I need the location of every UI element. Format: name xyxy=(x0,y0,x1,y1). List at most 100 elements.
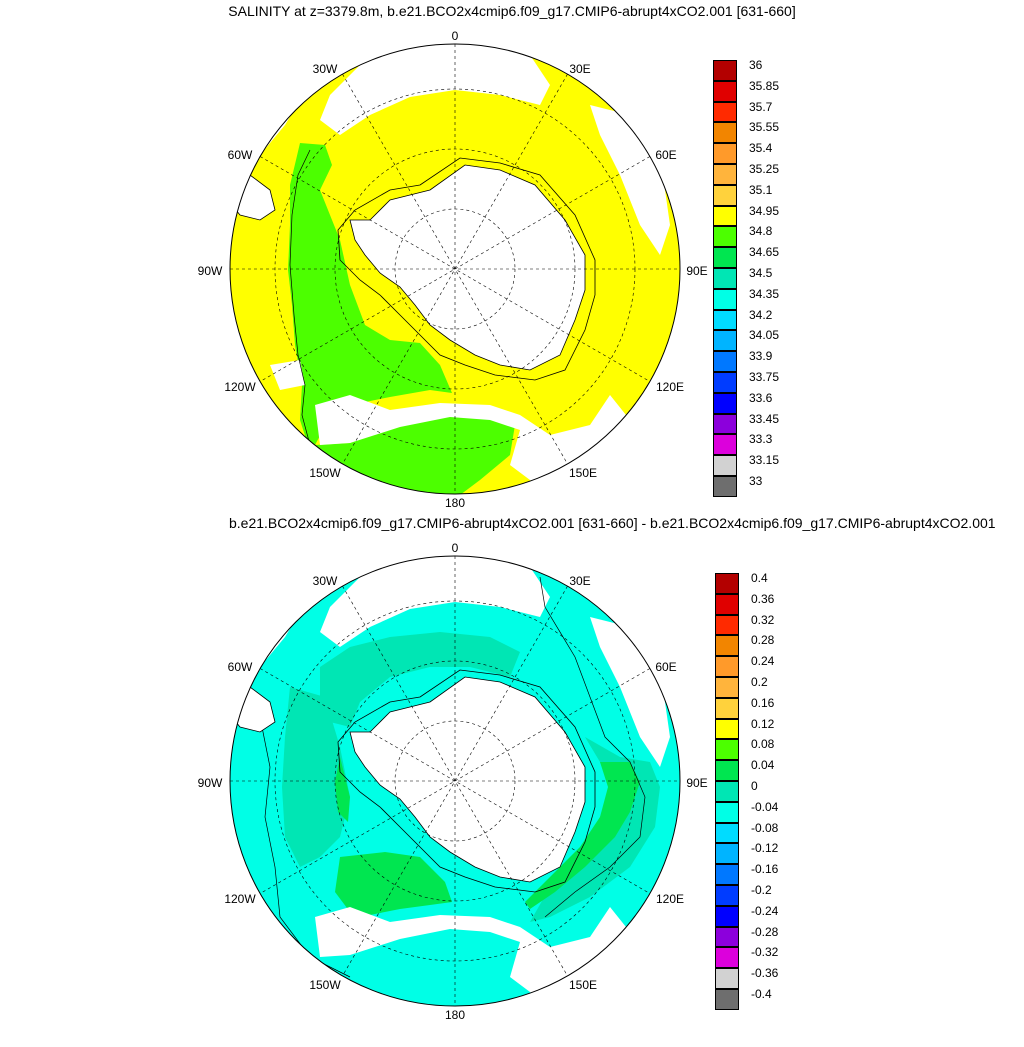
colorbar-swatch xyxy=(715,739,739,761)
colorbar-tick-label: 0.12 xyxy=(751,716,775,731)
colorbar-tick-label: -0.08 xyxy=(751,820,779,835)
colorbar-tick-label: 0 xyxy=(751,779,758,793)
colorbar-tick-label: 0.16 xyxy=(751,695,775,710)
colorbar-tick-label: -0.24 xyxy=(751,903,779,918)
lon-label-180: 180 xyxy=(445,1008,465,1022)
colorbar-swatch xyxy=(715,718,739,740)
colorbar-tick-label: 0.4 xyxy=(751,571,768,585)
colorbar-swatch xyxy=(715,635,739,657)
colorbar-swatch xyxy=(715,885,739,906)
lon-label-150e: 150E xyxy=(569,466,597,480)
colorbar-tick-label: 33.75 xyxy=(749,370,780,384)
panel1-title: SALINITY at z=3379.8m, b.e21.BCO2x4cmip6… xyxy=(228,3,796,19)
colorbar-swatch xyxy=(713,122,737,144)
ocean-field-secondary xyxy=(282,687,350,867)
panel2-title: b.e21.BCO2x4cmip6.f09_g17.CMIP6-abrupt4x… xyxy=(229,515,996,531)
colorbar-tick-label: -0.4 xyxy=(751,987,772,1001)
colorbar-tick-label: 33 xyxy=(749,474,763,488)
colorbar-swatch xyxy=(713,434,737,456)
colorbar-swatch xyxy=(713,330,737,352)
colorbar-tick-label: 35.1 xyxy=(749,182,773,197)
graticule xyxy=(230,44,680,494)
colorbar-tick-label: 33.6 xyxy=(749,390,773,405)
ocean-field-tertiary xyxy=(335,852,452,915)
lon-label-120e: 120E xyxy=(656,892,684,906)
lon-label-30e: 30E xyxy=(569,574,590,588)
ocean-field-tertiary xyxy=(335,757,350,822)
colorbar-tick-label: 34.8 xyxy=(749,224,773,239)
lon-label-0: 0 xyxy=(452,29,459,43)
colorbar-tick-label: 33.3 xyxy=(749,432,773,447)
colorbar-tick-label: 35.4 xyxy=(749,141,773,156)
ocean-field-tertiary xyxy=(525,762,640,909)
colorbar-swatch xyxy=(713,80,737,102)
colorbar-tick-label: -0.36 xyxy=(751,966,779,981)
colorbar-swatch xyxy=(715,822,739,844)
colorbar-swatch xyxy=(715,843,739,865)
lon-label-90w: 90W xyxy=(198,264,223,278)
lon-label-120w: 120W xyxy=(224,892,256,906)
colorbar-swatch xyxy=(713,372,737,393)
colorbar-swatch xyxy=(715,573,739,594)
colorbar-swatch xyxy=(713,164,737,185)
colorbar-swatch xyxy=(713,309,737,331)
missing-data-region xyxy=(270,360,305,390)
lon-label-60w: 60W xyxy=(228,660,253,674)
colorbar-tick-label: -0.16 xyxy=(751,862,779,877)
antarctica-landmass xyxy=(349,676,586,883)
colorbar-swatch xyxy=(713,226,737,248)
colorbar-tick-label: 34.35 xyxy=(749,286,780,301)
lon-label-30e: 30E xyxy=(569,62,590,76)
colorbar-tick-label: 0.36 xyxy=(751,591,775,606)
colorbar-swatch xyxy=(713,184,737,206)
map-boundary xyxy=(229,43,681,495)
colorbar-tick-label: 33.45 xyxy=(749,411,780,426)
map-boundary xyxy=(229,555,681,1007)
contour-line xyxy=(289,149,311,446)
colorbar-tick-label: 36 xyxy=(749,58,763,72)
lon-label-150w: 150W xyxy=(309,978,341,992)
colorbar-swatch xyxy=(715,614,739,636)
colorbar-tick-label: -0.04 xyxy=(751,799,779,814)
lon-label-0: 0 xyxy=(452,541,459,555)
colorbar-swatch xyxy=(713,101,737,123)
missing-data-region xyxy=(315,907,630,1006)
colorbar-swatch xyxy=(713,476,737,497)
colorbar-swatch xyxy=(715,593,739,615)
missing-data-region xyxy=(320,556,550,647)
colorbar-swatch xyxy=(715,905,739,927)
ocean-field-secondary xyxy=(320,632,520,727)
colorbar-tick-label: 0.08 xyxy=(751,737,775,752)
colorbar-tick-label: 34.05 xyxy=(749,328,780,343)
colorbar-tick-label: 0.04 xyxy=(751,758,775,773)
colorbar-tick-label: -0.12 xyxy=(751,841,779,856)
colorbar-swatch xyxy=(713,205,737,227)
colorbar-tick-label: 35.25 xyxy=(749,162,780,176)
missing-data-region xyxy=(320,44,550,135)
difference-polar-map: 0 30W 30E 60W 60E 90W 90E 120W 120E 150W… xyxy=(198,541,708,1022)
antarctica-landmass xyxy=(349,164,586,371)
colorbar-tick-label: 0.32 xyxy=(751,612,775,627)
colorbar-swatch xyxy=(715,697,739,719)
colorbar-swatch xyxy=(713,268,737,289)
colorbar-tick-label: -0.32 xyxy=(751,945,779,960)
lon-label-150e: 150E xyxy=(569,978,597,992)
colorbar-swatch xyxy=(713,247,737,268)
lon-label-90e: 90E xyxy=(686,776,707,790)
lon-label-120e: 120E xyxy=(656,380,684,394)
colorbar-swatch xyxy=(715,864,739,885)
colorbar-swatch xyxy=(715,947,739,969)
graticule xyxy=(230,556,680,1006)
difference-map-panel: 0 30W 30E 60W 60E 90W 90E 120W 120E 150W… xyxy=(190,537,730,1047)
colorbar-tick-label: 34.65 xyxy=(749,245,780,260)
colorbar-swatch xyxy=(713,288,737,310)
colorbar-tick-label: 35.7 xyxy=(749,99,773,114)
colorbar-swatch xyxy=(715,989,739,1010)
lon-label-30w: 30W xyxy=(313,62,338,76)
lon-label-30w: 30W xyxy=(313,574,338,588)
colorbar-tick-label: 34.5 xyxy=(749,266,773,280)
colorbar-swatch xyxy=(713,60,737,81)
colorbar-tick-label: 0.2 xyxy=(751,675,768,689)
colorbar-swatch xyxy=(715,968,739,989)
colorbar-tick-label: 0.24 xyxy=(751,654,775,669)
